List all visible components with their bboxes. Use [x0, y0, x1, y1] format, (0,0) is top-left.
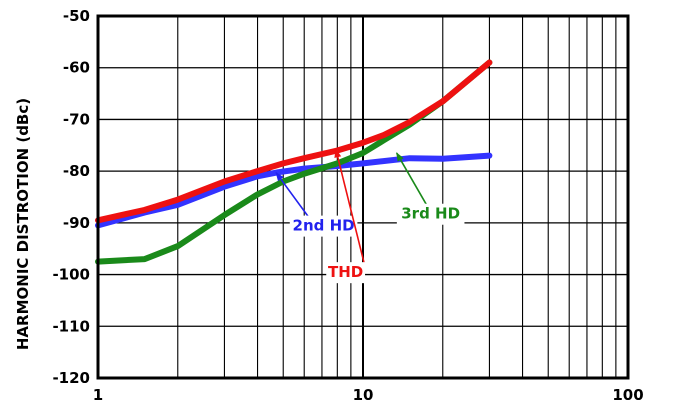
- annotation-label-bg: [289, 215, 358, 237]
- x-tick-labels: 1 10 100: [93, 386, 644, 404]
- y-tick-label: -110: [52, 317, 90, 335]
- y-tick-label: -60: [63, 59, 90, 77]
- y-tick-label: -70: [63, 110, 90, 128]
- y-tick-label: -50: [63, 7, 90, 25]
- y-tick-label: -120: [52, 369, 90, 387]
- y-axis-label: HARMONIC DISTROTION (dBc): [14, 98, 32, 350]
- series-line-2nd-hd: [95, 152, 493, 229]
- annotation-label: 3rd HD: [401, 205, 460, 223]
- annotation-arrow: [395, 152, 429, 207]
- annotation-label-bg: [326, 262, 366, 284]
- y-tick-labels: -50 -60 -70 -80 -90 -100 -110 -120: [52, 7, 90, 387]
- y-tick-label: -80: [63, 162, 90, 180]
- annotation-label: THD: [328, 263, 363, 281]
- x-tick-label: 1: [93, 386, 103, 404]
- annotation-label: 2nd HD: [293, 217, 355, 235]
- series-line-thd: [95, 59, 493, 224]
- annotations-group: 2nd HD THD 3rd HD: [275, 148, 465, 284]
- y-tick-label: -100: [52, 266, 90, 284]
- series-group: [95, 59, 493, 265]
- grid: [98, 16, 628, 378]
- x-tick-label: 10: [353, 386, 374, 404]
- y-tick-label: -90: [63, 214, 90, 232]
- x-tick-label: 100: [612, 386, 643, 404]
- plot-frame: [96, 14, 630, 380]
- annotation-label-bg: [396, 203, 465, 225]
- annotation-arrow: [334, 148, 365, 264]
- annotation-arrow: [275, 171, 311, 220]
